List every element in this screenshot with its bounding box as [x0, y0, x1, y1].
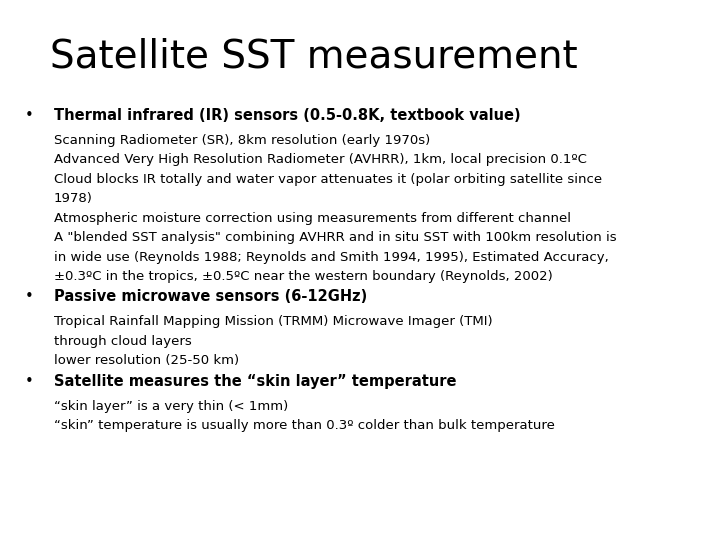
Text: Advanced Very High Resolution Radiometer (AVHRR), 1km, local precision 0.1ºC: Advanced Very High Resolution Radiometer… — [54, 153, 587, 166]
Text: Scanning Radiometer (SR), 8km resolution (early 1970s): Scanning Radiometer (SR), 8km resolution… — [54, 134, 431, 147]
Text: Cloud blocks IR totally and water vapor attenuates it (polar orbiting satellite : Cloud blocks IR totally and water vapor … — [54, 173, 602, 186]
Text: 1978): 1978) — [54, 192, 93, 205]
Text: lower resolution (25-50 km): lower resolution (25-50 km) — [54, 354, 239, 367]
Text: Passive microwave sensors (6-12GHz): Passive microwave sensors (6-12GHz) — [54, 289, 367, 305]
Text: “skin” temperature is usually more than 0.3º colder than bulk temperature: “skin” temperature is usually more than … — [54, 419, 555, 432]
Text: A "blended SST analysis" combining AVHRR and in situ SST with 100km resolution i: A "blended SST analysis" combining AVHRR… — [54, 231, 616, 244]
Text: Satellite measures the “skin layer” temperature: Satellite measures the “skin layer” temp… — [54, 374, 456, 389]
Text: Satellite SST measurement: Satellite SST measurement — [50, 38, 578, 76]
Text: •: • — [25, 108, 34, 123]
Text: ±0.3ºC in the tropics, ±0.5ºC near the western boundary (Reynolds, 2002): ±0.3ºC in the tropics, ±0.5ºC near the w… — [54, 270, 553, 283]
Text: •: • — [25, 289, 34, 305]
Text: in wide use (Reynolds 1988; Reynolds and Smith 1994, 1995), Estimated Accuracy,: in wide use (Reynolds 1988; Reynolds and… — [54, 251, 608, 264]
Text: “skin layer” is a very thin (< 1mm): “skin layer” is a very thin (< 1mm) — [54, 400, 288, 413]
Text: Tropical Rainfall Mapping Mission (TRMM) Microwave Imager (TMI): Tropical Rainfall Mapping Mission (TRMM)… — [54, 315, 492, 328]
Text: Atmospheric moisture correction using measurements from different channel: Atmospheric moisture correction using me… — [54, 212, 571, 225]
Text: Thermal infrared (IR) sensors (0.5-0.8K, textbook value): Thermal infrared (IR) sensors (0.5-0.8K,… — [54, 108, 521, 123]
Text: •: • — [25, 374, 34, 389]
Text: through cloud layers: through cloud layers — [54, 335, 192, 348]
